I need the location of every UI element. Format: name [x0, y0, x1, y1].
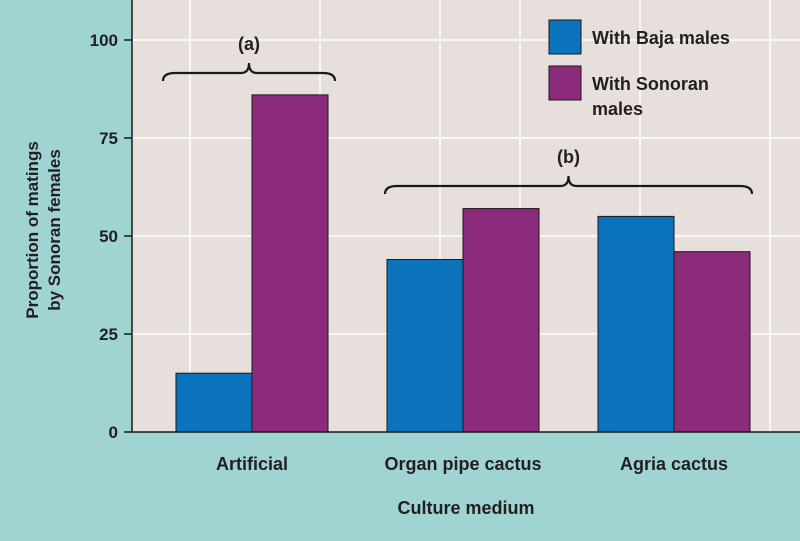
bar-baja-1 [386, 259, 464, 433]
y-tick-label: 0 [109, 423, 118, 442]
bar-baja-0 [175, 372, 253, 433]
annotation-label: (a) [238, 34, 260, 54]
y-axis-label: Proportion of matings by Sonoran females [23, 141, 64, 319]
legend-label-line: With Baja males [592, 28, 730, 48]
y-axis-label-line: Proportion of matings [23, 141, 42, 319]
y-tick-label: 75 [99, 129, 118, 148]
bar-sonoran-2 [673, 251, 751, 433]
y-axis-label-line: by Sonoran females [45, 149, 64, 311]
y-tick-label: 100 [90, 31, 118, 50]
annotation-brace-0 [161, 62, 337, 82]
legend-swatch-0 [548, 19, 582, 55]
x-tick-label: Artificial [216, 454, 288, 474]
legend-label-line: With Sonoran [592, 74, 709, 94]
y-tick-label: 50 [99, 227, 118, 246]
legend-label-line: males [592, 99, 643, 119]
bar-sonoran-1 [462, 208, 540, 433]
x-tick-label: Organ pipe cactus [384, 454, 541, 474]
x-tick-label: Agria cactus [620, 454, 728, 474]
bar-sonoran-0 [251, 94, 329, 433]
annotation-label: (b) [557, 147, 580, 167]
x-axis-label: Culture medium [397, 498, 534, 518]
legend-label-1: With Sonoran males [592, 74, 709, 119]
legend-swatch-1 [548, 65, 582, 101]
bar-baja-2 [597, 215, 675, 433]
y-tick-label: 25 [99, 325, 118, 344]
annotation-brace-1 [383, 175, 754, 195]
legend-label-0: With Baja males [592, 28, 730, 48]
